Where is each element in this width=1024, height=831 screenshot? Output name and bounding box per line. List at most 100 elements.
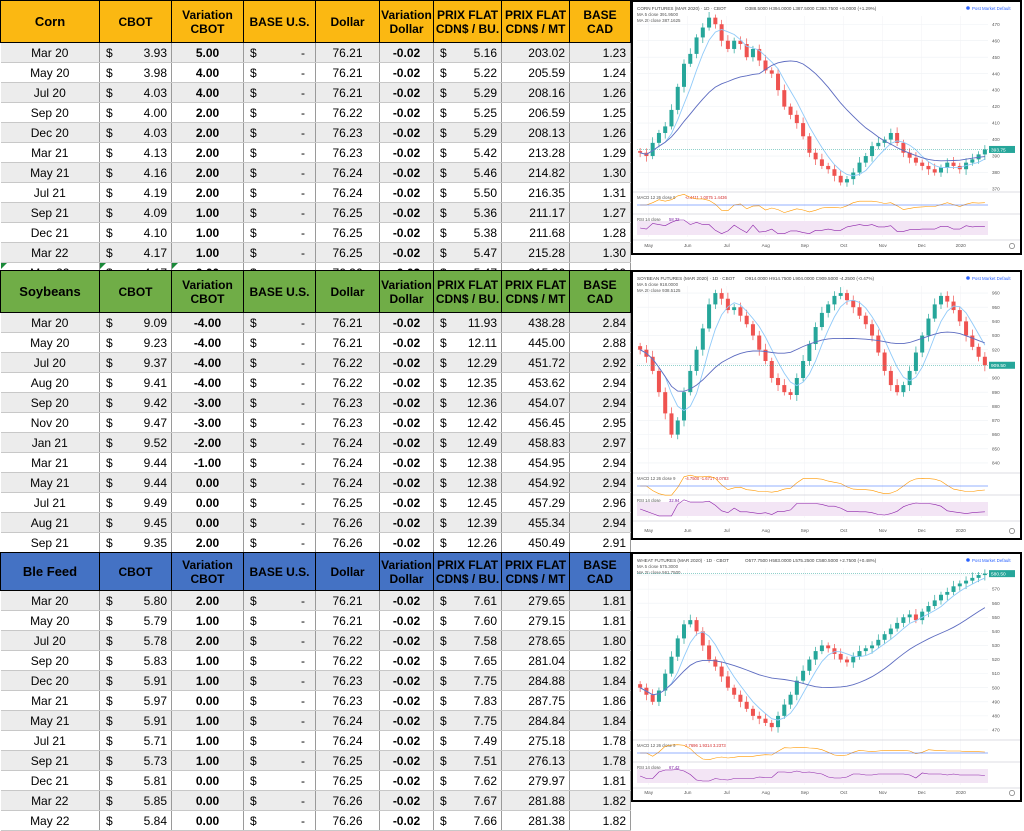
prix-flat-bu-cell-value: 5.22	[473, 65, 497, 80]
cbot-cell-value: 5.97	[143, 693, 167, 708]
variation-cell: -2.00	[171, 432, 244, 453]
cbot-cell: $3.98	[99, 62, 172, 83]
month-cell: Jul 20	[0, 352, 100, 373]
x-tick-label: Sep	[801, 790, 810, 795]
cbot-cell-value: 9.47	[143, 415, 167, 430]
candle-body	[982, 356, 987, 366]
candle-body	[713, 293, 718, 305]
col-base-cad: BASE CAD	[569, 552, 631, 591]
y-tick-label: 940	[992, 319, 1000, 324]
base-us-dash: -	[301, 185, 305, 200]
base-cad-cell: 2.88	[569, 332, 631, 353]
currency-sign: $	[250, 45, 257, 60]
currency-sign: $	[250, 185, 257, 200]
cbot-cell: $9.41	[99, 372, 172, 393]
base-us-cell: $-	[243, 332, 316, 353]
currency-sign: $	[250, 713, 257, 728]
prix-flat-mt-cell: 206.59	[501, 102, 570, 123]
currency-sign: $	[440, 375, 447, 390]
base-us-cell: $-	[243, 650, 316, 671]
base-us-cell: $-	[243, 512, 316, 533]
soybeans-table: Soybeans CBOT Variation CBOT BASE U.S. Do…	[0, 270, 631, 573]
base-us-dash: -	[301, 773, 305, 788]
prix-flat-mt-cell: 284.88	[501, 670, 570, 691]
candle-body	[794, 114, 799, 124]
ohlc-readout: O914.0000 H914.7500 L904.0000 C909.5000 …	[745, 276, 874, 281]
base-us-dash: -	[301, 375, 305, 390]
corn-rows: Mar 20 $3.93 5.00 $ -76.21 -0.02 $5.16 203.02 1.…	[0, 42, 631, 283]
candle-body	[882, 352, 887, 371]
x-tick-label: Aug	[762, 790, 771, 795]
x-tick-label: Jul	[724, 790, 730, 795]
variation-dollar-cell: -0.02	[379, 142, 434, 163]
base-cad-cell: 1.78	[569, 730, 631, 751]
table-row: Jul 20 $9.37 -4.00 $ -76.22 -0.02 $12.29 451.72…	[0, 352, 631, 373]
candle-body	[682, 624, 687, 639]
prix-flat-mt-cell: 454.92	[501, 472, 570, 493]
prix-flat-bu-cell: $5.25	[433, 102, 502, 123]
candle-body	[650, 356, 655, 371]
col-vd-line1: Variation	[381, 277, 432, 292]
prix-flat-bu-cell-value: 7.67	[473, 793, 497, 808]
x-tick-label: 2020	[956, 790, 967, 795]
base-cad-cell: 2.95	[569, 412, 631, 433]
base-us-cell: $-	[243, 182, 316, 203]
base-us-dash: -	[301, 535, 305, 550]
brand-dot-icon	[966, 558, 970, 562]
cbot-cell-value: 5.80	[143, 593, 167, 608]
cbot-cell-value: 3.98	[143, 65, 167, 80]
candle-body	[763, 349, 768, 362]
dollar-cell: 76.23	[315, 412, 380, 433]
ble-header: Ble Feed CBOT Variation CBOT BASE U.S. Do…	[0, 552, 631, 591]
prix-flat-bu-cell-value: 12.26	[466, 535, 497, 550]
cbot-cell-value: 4.19	[143, 185, 167, 200]
candle-body	[976, 346, 981, 357]
prix-flat-bu-cell-value: 5.38	[473, 225, 497, 240]
prix-flat-bu-cell: $7.61	[433, 590, 502, 611]
base-cad-cell: 2.94	[569, 512, 631, 533]
prix-flat-mt-cell: 445.00	[501, 332, 570, 353]
base-us-cell: $-	[243, 412, 316, 433]
candle-body	[844, 179, 849, 183]
prix-flat-bu-cell-value: 7.60	[473, 613, 497, 628]
currency-sign: $	[106, 225, 113, 240]
variation-cell: 0.00	[171, 472, 244, 493]
x-tick-label: Jun	[684, 243, 692, 248]
prix-flat-mt-cell: 454.95	[501, 452, 570, 473]
variation-dollar-cell: -0.02	[379, 630, 434, 651]
cbot-cell: $4.13	[99, 142, 172, 163]
prix-flat-bu-cell: $12.42	[433, 412, 502, 433]
prix-flat-bu-cell-value: 5.29	[473, 125, 497, 140]
base-us-dash: -	[301, 355, 305, 370]
wheat-chart: WHEAT FUTURES (MAR 2020) · 1D · CBOT O577…	[631, 552, 1022, 802]
cbot-cell: $4.00	[99, 102, 172, 123]
col-pfb-line1: PRIX FLAT	[436, 557, 499, 572]
macd-values: -4.7500 -1.6717 3.0783	[685, 476, 729, 481]
macd-line	[640, 744, 985, 761]
col-cbot: CBOT	[99, 552, 172, 591]
dollar-cell: 76.24	[315, 710, 380, 731]
rsi-label: RSI 14 close	[637, 217, 661, 222]
candle-body	[857, 162, 862, 173]
candle-body	[744, 701, 749, 709]
base-cad-cell: 2.94	[569, 472, 631, 493]
currency-sign: $	[106, 125, 113, 140]
prix-flat-bu-cell-value: 7.75	[473, 673, 497, 688]
last-price-tag	[989, 145, 1015, 153]
candle-body	[650, 694, 655, 702]
prix-flat-bu-cell: $7.83	[433, 690, 502, 711]
currency-sign: $	[440, 185, 447, 200]
month-cell: Mar 21	[0, 690, 100, 711]
prix-flat-mt-cell: 287.75	[501, 690, 570, 711]
candle-body	[945, 591, 950, 595]
candle-body	[970, 159, 975, 163]
ma20-line	[639, 331, 986, 392]
candle-body	[857, 651, 862, 657]
prix-flat-mt-cell: 208.13	[501, 122, 570, 143]
table-row: Sep 20 $4.00 2.00 $ -76.22 -0.02 $5.25 206.59 1.…	[0, 102, 631, 123]
table-row: Sep 20 $9.42 -3.00 $ -76.23 -0.02 $12.36 454.07…	[0, 392, 631, 413]
variation-dollar-cell: -0.02	[379, 610, 434, 631]
dollar-cell: 76.24	[315, 472, 380, 493]
base-us-dash: -	[301, 435, 305, 450]
prix-flat-bu-cell-value: 12.39	[466, 515, 497, 530]
